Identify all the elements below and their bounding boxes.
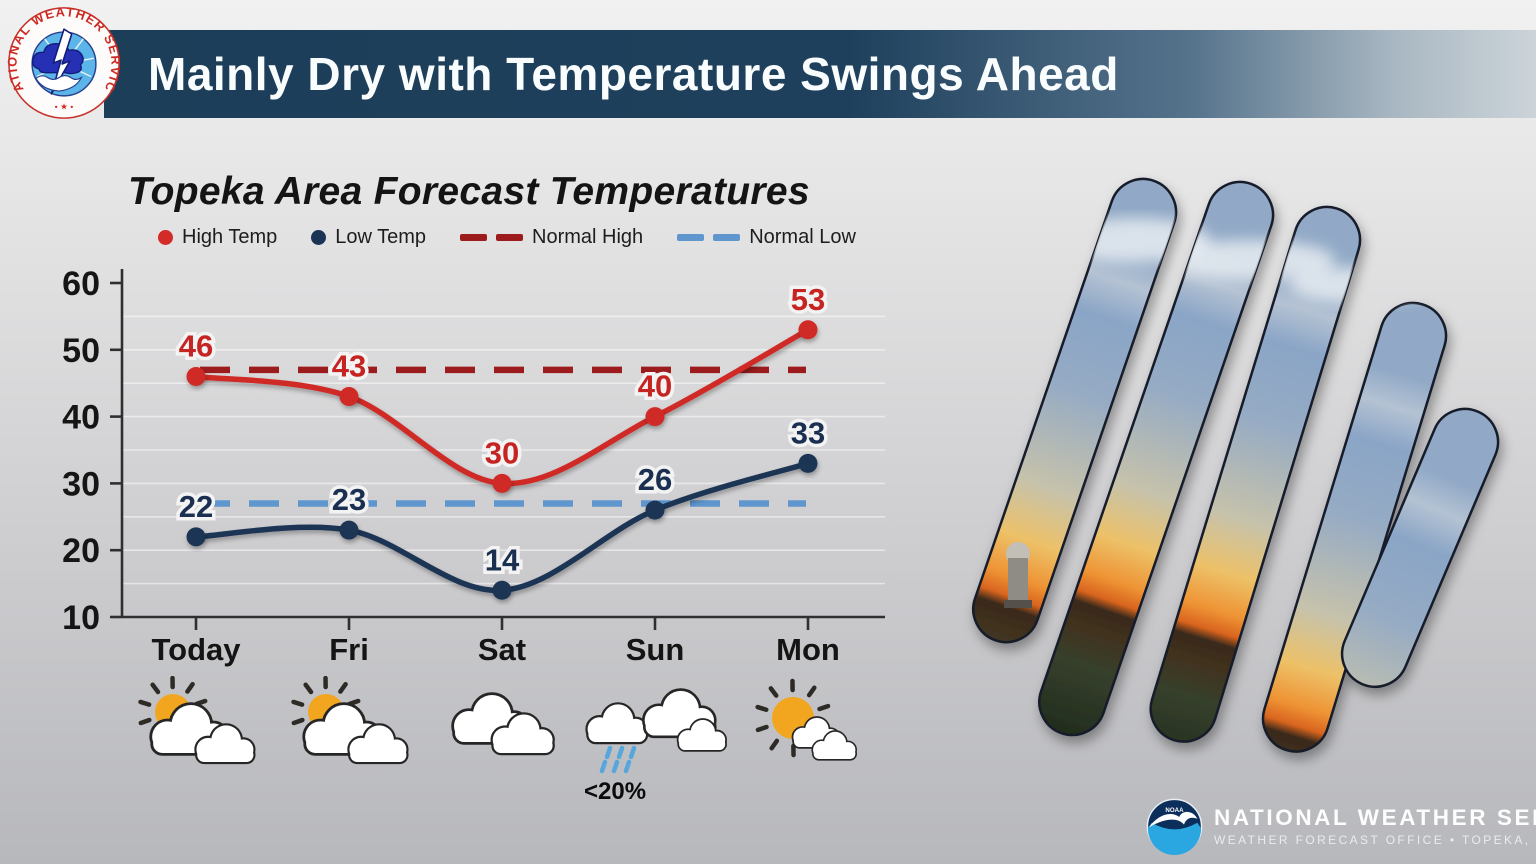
legend-label: Normal High: [532, 226, 644, 248]
legend-dash-swatch: [460, 234, 524, 241]
data-point: [186, 527, 206, 547]
nws-logo-marks: • ★ •: [55, 101, 74, 111]
weather-icon-cell-sun: <20%: [580, 676, 730, 806]
footer-org: NATIONAL WEATHER SERVICE: [1214, 805, 1536, 831]
legend-label: Normal Low: [749, 226, 856, 248]
data-label: 46: [179, 329, 213, 364]
seagull-glyph: [1148, 811, 1198, 828]
data-label: 33: [791, 415, 825, 450]
weather-icon-cloudy: [451, 692, 555, 756]
data-label: 40: [638, 369, 672, 404]
cloud-icon: [585, 702, 649, 745]
data-label: 26: [638, 462, 672, 497]
legend-dot-swatch: [311, 230, 327, 245]
weather-icon-row: <20%: [0, 675, 940, 806]
legend-label: High Temp: [182, 226, 278, 248]
data-point: [645, 500, 665, 520]
noaa-logo: NOAA: [1146, 798, 1203, 855]
legend-item: Normal High: [460, 226, 643, 249]
cloud-icon: [676, 718, 727, 752]
radar-tower-silhouette: [1004, 542, 1032, 608]
footer-office: WEATHER FORECAST OFFICE • TOPEKA, KS: [1214, 833, 1536, 848]
legend-item: High Temp: [158, 226, 277, 249]
cloud-icon: [347, 723, 409, 765]
weather-icon-cell-today: [121, 675, 271, 786]
data-label: 43: [332, 349, 366, 384]
weather-icon-cell-sat: [427, 676, 577, 786]
page-title: Mainly Dry with Temperature Swings Ahead: [148, 48, 1119, 100]
y-tick-label: 40: [62, 399, 100, 437]
legend-label: Low Temp: [335, 226, 427, 248]
data-point: [339, 520, 359, 540]
y-tick-label: 30: [62, 465, 100, 503]
data-label: 23: [332, 482, 366, 517]
axes: [110, 269, 885, 630]
day-label: Today: [151, 632, 241, 667]
cloud-icon: [811, 730, 857, 761]
forecast-temperature-chart: 10 20 30 40 50 60 46 43 30 40 53 22 23 14 26 33: [62, 265, 885, 637]
legend-item: Low Temp: [311, 226, 426, 249]
weather-icon-cell-fri: [274, 675, 424, 786]
data-point: [186, 367, 206, 387]
slice-capsule: [1340, 407, 1500, 688]
data-point: [492, 473, 512, 493]
day-label: Mon: [776, 632, 840, 667]
y-tick-label: 60: [62, 265, 100, 303]
day-label: Sun: [625, 632, 685, 667]
precip-chance-label: <20%: [584, 778, 647, 805]
slice-capsule: [1038, 180, 1275, 737]
data-point: [798, 453, 818, 473]
weather-icon-partly-cloudy: [291, 675, 409, 765]
weather-icon-partly-cloudy: [138, 675, 256, 765]
slice-capsule: [972, 177, 1178, 644]
water-waves-glyph: [35, 74, 83, 92]
chart-title: Topeka Area Forecast Temperatures: [128, 170, 810, 213]
photo-slices: [972, 177, 1500, 753]
data-point: [492, 580, 512, 600]
legend-dash-swatch: [677, 234, 741, 241]
chart-legend: High Temp Low Temp Normal High Normal Low: [158, 226, 856, 249]
legend-item: Normal Low: [677, 226, 856, 249]
data-point: [339, 387, 359, 407]
data-label: 53: [791, 282, 825, 317]
day-label: Fri: [329, 632, 369, 667]
data-point: [645, 407, 665, 427]
data-label: 22: [179, 489, 213, 524]
weather-icon-mostly-sunny: [755, 678, 857, 761]
footer: NOAA NATIONAL WEATHER SERVICE WEATHER FO…: [1146, 798, 1536, 855]
day-label: Sat: [477, 632, 527, 667]
day-label-row: Today Fri Sat Sun Mon: [0, 632, 940, 676]
header-banner: Mainly Dry with Temperature Swings Ahead: [104, 30, 1536, 118]
slice-capsule: [1149, 205, 1362, 743]
noaa-logo-text: NOAA: [1165, 807, 1184, 814]
nws-logo-globe: [31, 28, 97, 97]
cloud-icon: [194, 723, 256, 765]
y-tick-label: 50: [62, 332, 100, 370]
rain-icon: [599, 745, 637, 774]
data-point: [798, 320, 818, 340]
slice-capsule: [1261, 301, 1448, 753]
weather-icon-rain-clouds: [585, 688, 727, 774]
data-label: 14: [485, 542, 520, 577]
nws-logo: NATIONAL WEATHER SERVICE • ★ •: [6, 5, 122, 119]
y-tick-label: 20: [62, 532, 100, 570]
cloud-icon: [490, 712, 555, 756]
data-label: 30: [485, 435, 519, 470]
weather-icon-cell-mon: [733, 676, 883, 786]
y-tick-label: 10: [62, 599, 100, 637]
legend-dot-swatch: [158, 230, 173, 245]
